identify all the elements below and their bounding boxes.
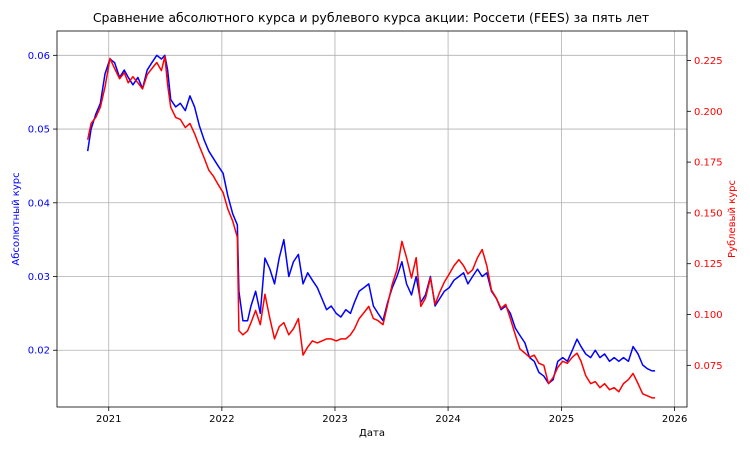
y-left-tick-label: 0.05 [28, 125, 50, 136]
y-right-tick-label: 0.225 [694, 56, 723, 67]
y-right-tick-label: 0.075 [694, 361, 723, 372]
y-axis-left-title: Абсолютный курс [11, 172, 22, 265]
y-axis-right-title: Рублевый курс [727, 180, 738, 258]
grid [57, 31, 687, 407]
y-axis-left: 0.02 0.03 0.04 0.05 0.06 [28, 51, 57, 357]
plot-frame [56, 30, 688, 408]
y-right-tick-label: 0.125 [694, 259, 723, 270]
y-right-tick-label: 0.150 [694, 208, 723, 219]
y-left-tick-label: 0.03 [28, 272, 50, 283]
x-tick-label: 2023 [322, 414, 347, 425]
y-right-tick-label: 0.100 [694, 310, 723, 321]
x-axis: 2021 2022 2023 2024 2025 2026 [96, 407, 687, 425]
y-right-tick-label: 0.175 [694, 158, 723, 169]
x-axis-title: Дата [359, 428, 385, 439]
y-left-tick-label: 0.02 [28, 346, 50, 357]
y-axis-right: 0.075 0.100 0.125 0.150 0.175 0.200 0.225 [687, 56, 723, 372]
y-right-tick-label: 0.200 [694, 107, 723, 118]
series-layer [86, 54, 656, 399]
y-left-tick-label: 0.04 [28, 198, 50, 209]
x-tick-label: 2022 [209, 414, 234, 425]
chart-title: Сравнение абсолютного курса и рублевого … [93, 10, 649, 25]
x-tick-label: 2026 [662, 414, 687, 425]
x-tick-label: 2024 [435, 414, 460, 425]
series-line-ruble [86, 55, 656, 399]
x-tick-label: 2025 [549, 414, 574, 425]
x-tick-label: 2021 [96, 414, 121, 425]
y-left-tick-label: 0.06 [28, 51, 50, 62]
series-line-absolute [86, 54, 656, 385]
